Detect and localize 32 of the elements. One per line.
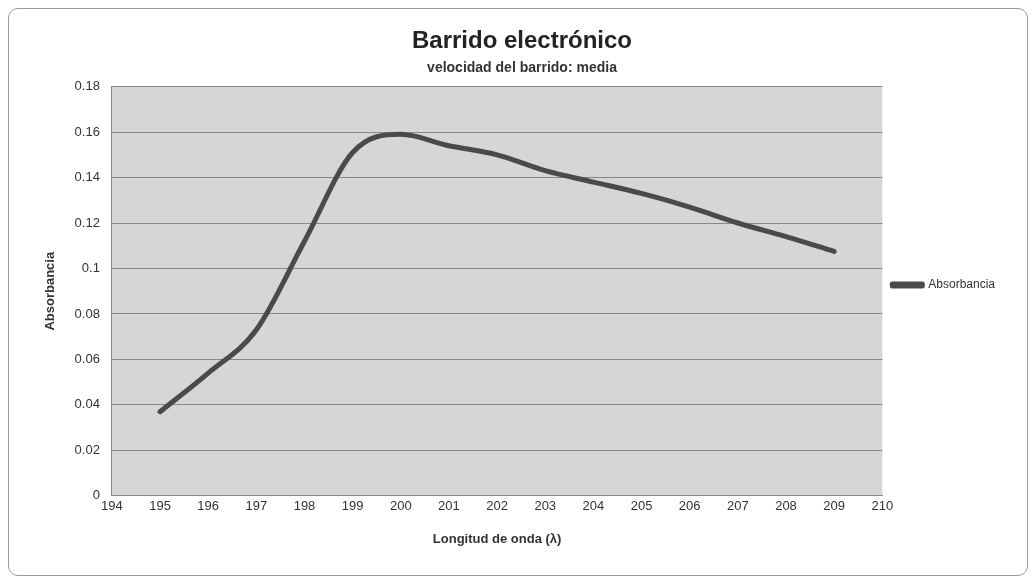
y-tick-label: 0.02 bbox=[74, 441, 100, 457]
x-tick-label: 207 bbox=[726, 498, 749, 514]
x-tick-label: 200 bbox=[389, 498, 412, 514]
x-tick-label: 195 bbox=[149, 498, 171, 514]
x-tick-label: 194 bbox=[101, 498, 123, 514]
x-tick-label: 197 bbox=[245, 498, 268, 514]
x-tick-label: 198 bbox=[293, 498, 316, 514]
x-tick-label: 203 bbox=[534, 498, 557, 514]
chart-title: Barrido electrónico bbox=[411, 26, 633, 54]
chart-subtitle: velocidad del barrido: media bbox=[427, 59, 618, 76]
x-tick-label: 201 bbox=[438, 498, 460, 514]
x-tick-label: 206 bbox=[678, 498, 701, 514]
x-axis-title: Longitud de onda (λ) bbox=[432, 530, 562, 546]
x-tick-label: 210 bbox=[871, 498, 894, 514]
y-tick-label: 0 bbox=[92, 487, 100, 503]
y-tick-label: 0.16 bbox=[74, 123, 100, 139]
y-tick-label: 0.18 bbox=[74, 78, 100, 94]
x-tick-label: 209 bbox=[823, 498, 845, 514]
x-tick-label: 208 bbox=[775, 498, 797, 514]
x-tick-label: 204 bbox=[582, 498, 605, 514]
x-tick-label: 199 bbox=[341, 498, 364, 514]
legend-label: Absorbancia bbox=[928, 277, 996, 292]
x-tick-label: 196 bbox=[197, 498, 220, 514]
y-tick-label: 0.06 bbox=[74, 350, 100, 366]
y-tick-label: 0.12 bbox=[74, 214, 100, 230]
y-tick-label: 0.14 bbox=[74, 169, 100, 185]
x-tick-label: 202 bbox=[486, 498, 508, 514]
x-tick-label: 205 bbox=[630, 498, 653, 514]
y-axis-title: Absorbancia bbox=[42, 251, 58, 331]
y-tick-label: 0.1 bbox=[81, 260, 100, 276]
y-tick-label: 0.08 bbox=[74, 305, 100, 321]
y-tick-label: 0.04 bbox=[74, 396, 100, 412]
